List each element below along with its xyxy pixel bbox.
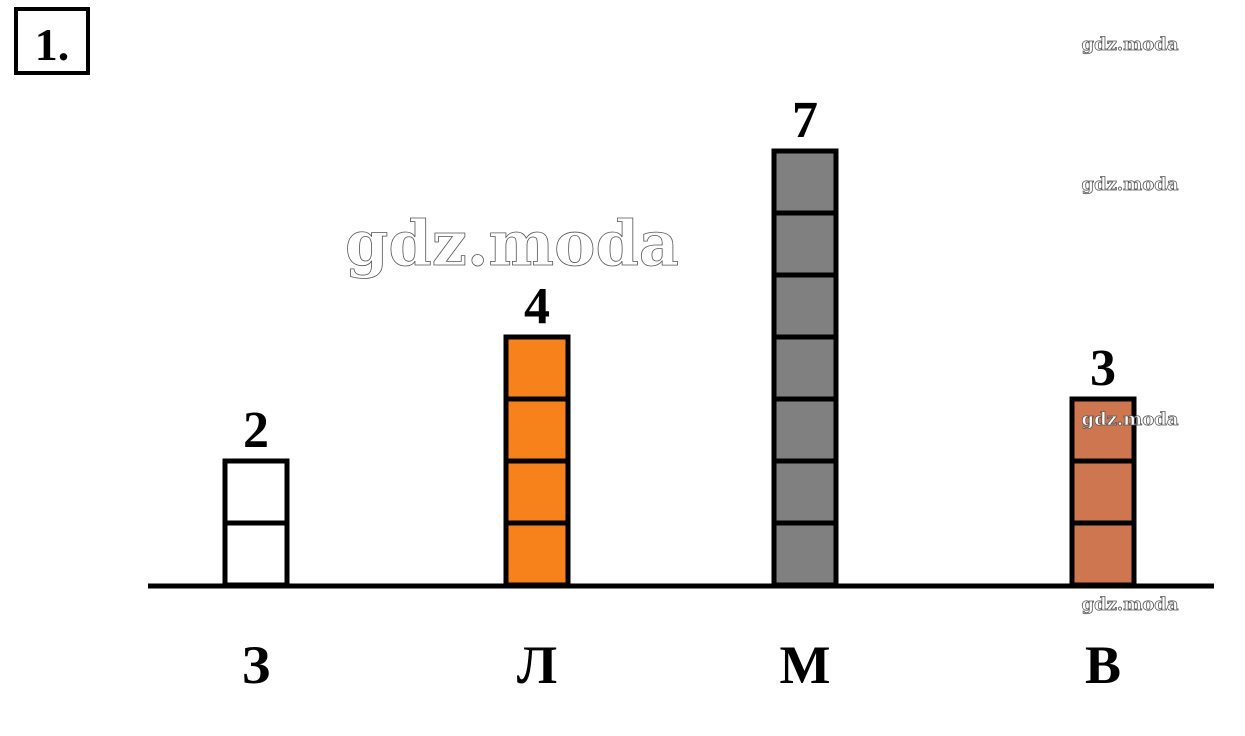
bar [771, 148, 839, 588]
category-label: М [780, 635, 831, 695]
value-label: 2 [243, 402, 269, 459]
task-number: 1. [35, 19, 70, 70]
bar [1069, 396, 1137, 588]
watermark: gdz.moda [1082, 594, 1179, 615]
category-label: В [1085, 635, 1121, 695]
watermark: gdz.moda [1082, 174, 1179, 195]
value-label: 7 [792, 92, 818, 149]
task-box [14, 7, 90, 75]
category-label: З [242, 635, 271, 695]
watermark: gdz.moda [1082, 34, 1179, 55]
watermark: gdz.moda [345, 207, 679, 280]
category-label: Л [517, 635, 557, 695]
value-label: 3 [1090, 340, 1116, 397]
value-label: 4 [524, 278, 550, 335]
watermark: gdz.moda [1082, 409, 1179, 430]
